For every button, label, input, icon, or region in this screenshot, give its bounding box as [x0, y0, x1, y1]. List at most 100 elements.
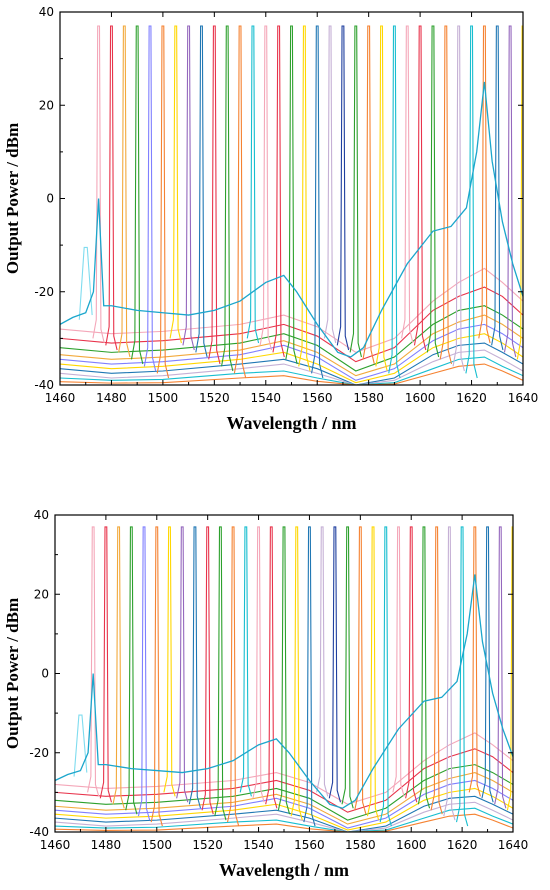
background-series-8	[60, 349, 523, 385]
laser-peak-1505	[169, 25, 182, 344]
background-series-4	[55, 771, 513, 825]
laser-peak-1630	[481, 526, 494, 803]
y-tick-label: 0	[41, 667, 49, 681]
laser-peak-1510	[176, 526, 189, 803]
laser-peak-1525	[220, 25, 234, 372]
y-axis-title: Output Power / dBm	[3, 123, 22, 274]
laser-peak-1640	[516, 25, 523, 360]
x-tick-label: 1500	[148, 391, 179, 405]
plot-area	[60, 25, 523, 385]
background-series-2	[60, 286, 523, 363]
laser-peak-1620	[455, 526, 469, 827]
background-series-6	[55, 787, 513, 831]
background-series-5	[60, 323, 523, 381]
laser-peak-1590	[388, 25, 401, 379]
highlight-series	[55, 574, 513, 809]
y-tick-label: 40	[39, 5, 54, 19]
background-series-7	[55, 795, 513, 832]
laser-peak-1480	[99, 526, 113, 803]
x-tick-label: 1580	[345, 838, 376, 852]
laser-peak-1595	[401, 25, 414, 344]
laser-peak-1500	[156, 25, 170, 379]
laser-peak-1580	[362, 25, 375, 365]
laser-peak-1615	[443, 526, 456, 821]
laser-peak-1480	[105, 25, 118, 351]
laser-peak-1540	[252, 526, 265, 803]
laser-peak-1535	[246, 25, 260, 344]
x-tick-label: 1560	[302, 391, 333, 405]
laser-peak-1510	[182, 25, 195, 351]
y-axis-title: Output Power / dBm	[3, 598, 22, 749]
x-tick-label: 1460	[45, 391, 76, 405]
laser-peak-1520	[208, 25, 221, 365]
plot-frame	[54, 514, 514, 833]
background-series-10	[60, 363, 523, 385]
background-series-4	[60, 314, 523, 377]
x-axis-title: Wavelength / nm	[219, 860, 349, 880]
y-tick-label: -40	[29, 825, 49, 839]
laser-peak-1485	[118, 25, 131, 358]
x-tick-label: 1580	[353, 391, 384, 405]
laser-peak-1555	[298, 25, 311, 372]
top-spectrum-chart: 1460 1480 1500 1520 1540 1560 1580 1600 1620 1640…	[3, 5, 539, 433]
laser-peak-1550	[285, 25, 298, 365]
laser-peak-1520	[201, 526, 214, 815]
laser-peak-1500	[150, 526, 163, 827]
x-tick-label: 1600	[396, 838, 427, 852]
laser-peak-1525	[214, 526, 227, 821]
laser-peak-1575	[349, 25, 362, 358]
laser-peak-1615	[452, 25, 465, 372]
laser-peak-1565	[316, 526, 329, 797]
x-tick-label: 1640	[498, 838, 529, 852]
laser-peak-1635	[494, 526, 507, 809]
laser-peak-1530	[233, 25, 247, 379]
laser-peak-1560	[303, 526, 316, 827]
laser-peak-1610	[439, 25, 453, 365]
x-axis-title: Wavelength / nm	[226, 413, 356, 433]
x-tick-label: 1540	[251, 391, 282, 405]
y-tick-label: 40	[34, 508, 49, 522]
laser-peak-1570	[328, 526, 342, 803]
background-series-8	[55, 801, 513, 832]
laser-peak-1515	[195, 25, 208, 358]
background-series-3	[60, 305, 523, 372]
x-tick-label: 1600	[405, 391, 436, 405]
laser-peak-1630	[491, 25, 504, 351]
x-tick-label: 1500	[142, 838, 173, 852]
laser-peak-1635	[503, 25, 517, 358]
y-tick-label: -40	[34, 378, 54, 392]
laser-peak-1560	[311, 25, 324, 379]
laser-peak-1625	[478, 25, 491, 344]
laser-peak-1515	[188, 526, 202, 809]
laser-peak-1475	[87, 526, 100, 797]
laser-peak-1620	[465, 25, 478, 379]
x-tick-label: 1480	[96, 391, 127, 405]
x-tick-label: 1640	[508, 391, 539, 405]
x-tick-label: 1620	[447, 838, 478, 852]
background-series-6	[60, 333, 523, 384]
laser-peak-1590	[379, 526, 392, 827]
background-series-3	[55, 764, 513, 821]
x-tick-label: 1540	[243, 838, 274, 852]
laser-peak-1585	[366, 526, 380, 821]
background-series-5	[55, 779, 513, 829]
background-series-7	[60, 342, 523, 385]
x-tick-label: 1520	[192, 838, 223, 852]
x-tick-label: 1560	[294, 838, 325, 852]
y-tick-label: -20	[34, 285, 54, 299]
secondary-peak	[73, 714, 88, 777]
laser-peak-1535	[239, 526, 252, 797]
laser-peak-1625	[468, 526, 481, 797]
laser-peak-1490	[125, 526, 138, 815]
laser-peak-1640	[506, 526, 513, 811]
y-tick-label: -20	[29, 746, 49, 760]
x-tick-label: 1520	[199, 391, 230, 405]
laser-peak-1575	[341, 526, 354, 809]
x-tick-label: 1620	[456, 391, 487, 405]
laser-peak-1540	[259, 25, 272, 351]
plot-area	[55, 526, 513, 832]
laser-peak-1605	[426, 25, 440, 358]
laser-peak-1610	[430, 526, 443, 815]
background-series-2	[55, 748, 513, 813]
laser-peak-1485	[112, 526, 125, 809]
